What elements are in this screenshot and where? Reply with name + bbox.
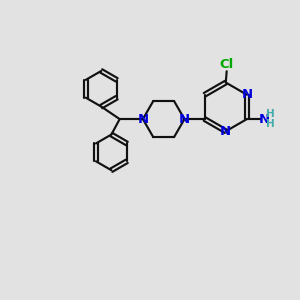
Text: N: N — [220, 125, 231, 138]
Text: H: H — [266, 109, 275, 119]
Text: N: N — [179, 112, 190, 126]
Text: N: N — [137, 112, 148, 126]
Text: H: H — [266, 119, 275, 129]
Text: N: N — [241, 88, 253, 101]
Text: Cl: Cl — [220, 58, 234, 71]
Text: N: N — [259, 112, 270, 126]
